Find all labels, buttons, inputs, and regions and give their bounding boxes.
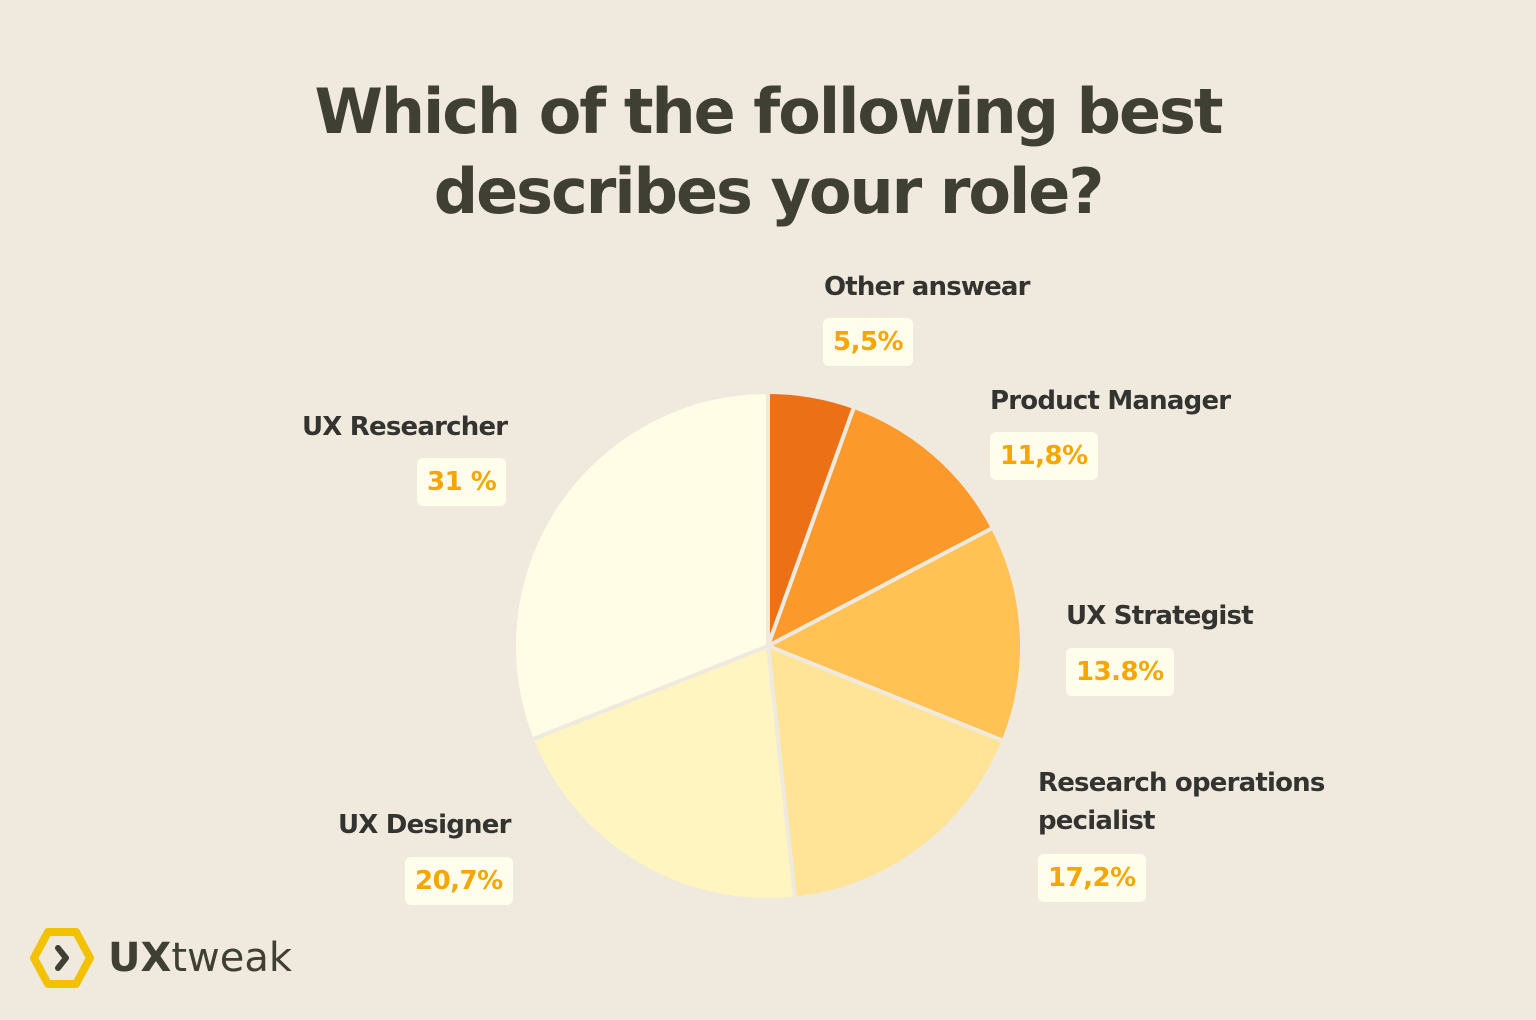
logo-bold: UX <box>108 935 172 981</box>
chart-title: Which of the following best describes yo… <box>0 72 1536 232</box>
value-research-ops: 17,2% <box>1038 854 1146 902</box>
pie-slice-5 <box>512 390 770 742</box>
logo-text: UXtweak <box>108 935 292 981</box>
pie-slice-1 <box>766 405 995 648</box>
hexagon-logo-icon <box>30 928 94 988</box>
value-ux-researcher: 31 % <box>417 458 507 506</box>
pie-slice-3 <box>766 644 1006 901</box>
value-other: 5,5% <box>823 318 914 366</box>
title-line-1: Which of the following best <box>314 75 1223 148</box>
pie-slice-4 <box>529 644 798 902</box>
logo-light: tweak <box>171 935 293 981</box>
value-ux-designer: 20,7% <box>405 857 513 905</box>
label-other: Other answear <box>824 272 1031 302</box>
uxtweak-logo: UXtweak <box>28 926 292 990</box>
value-product-manager: 11,8% <box>990 432 1098 480</box>
pie-slice-2 <box>766 525 1024 743</box>
value-ux-strategist: 13.8% <box>1066 648 1174 696</box>
label-product-manager: Product Manager <box>990 386 1231 416</box>
label-ux-strategist: UX Strategist <box>1066 601 1254 631</box>
label-ux-designer: UX Designer <box>338 810 511 840</box>
title-line-2: describes your role? <box>433 155 1105 228</box>
label-research-ops: Research operations pecialist <box>1038 768 1325 836</box>
label-ux-researcher: UX Researcher <box>302 412 508 442</box>
